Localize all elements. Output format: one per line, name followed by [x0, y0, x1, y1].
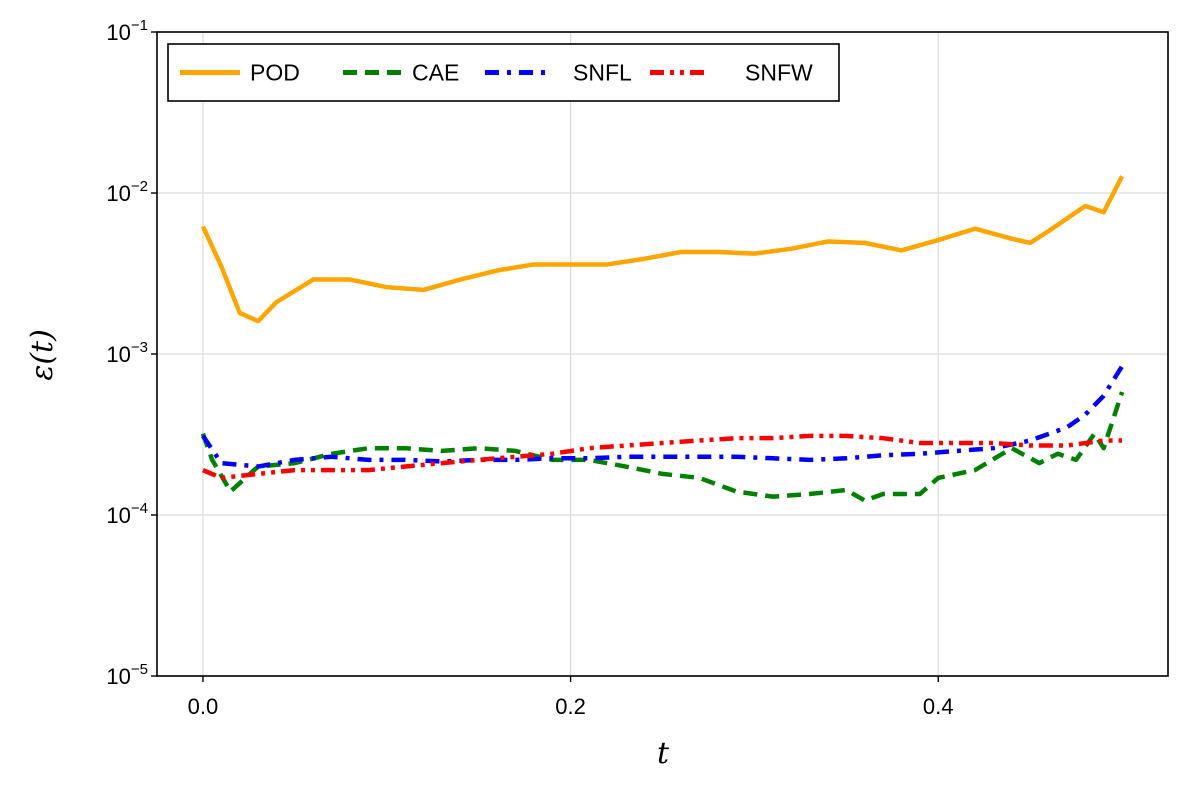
y-tick-label: 10−2 [106, 178, 148, 206]
plot-series [200, 175, 1125, 503]
y-axis-label: ε(t) [25, 329, 60, 381]
legend-label-pod: POD [250, 60, 300, 86]
series-line-snfw [202, 433, 1123, 481]
series-line-cae [200, 391, 1125, 503]
y-tick-label: 10−1 [106, 17, 148, 45]
legend-label-cae: CAE [412, 60, 459, 86]
x-tick-label: 0.0 [188, 694, 219, 719]
legend-box [167, 43, 840, 102]
series-line-pod [200, 175, 1125, 324]
y-tick-label: 10−4 [106, 500, 148, 528]
y-axis-ticks: 10−5 10−4 10−3 10−2 10−1 [106, 17, 157, 689]
x-tick-label: 0.2 [555, 694, 586, 719]
legend: POD CAE SNFL SNFW [167, 43, 840, 102]
x-tick-label: 0.4 [923, 694, 954, 719]
y-tick-label: 10−5 [106, 661, 148, 689]
x-axis-ticks: 0.0 0.2 0.4 [188, 676, 954, 719]
legend-label-snfl: SNFL [573, 60, 632, 86]
legend-label-snfw: SNFW [745, 60, 813, 86]
y-tick-label: 10−3 [106, 339, 148, 367]
x-axis-label: t [657, 736, 670, 771]
